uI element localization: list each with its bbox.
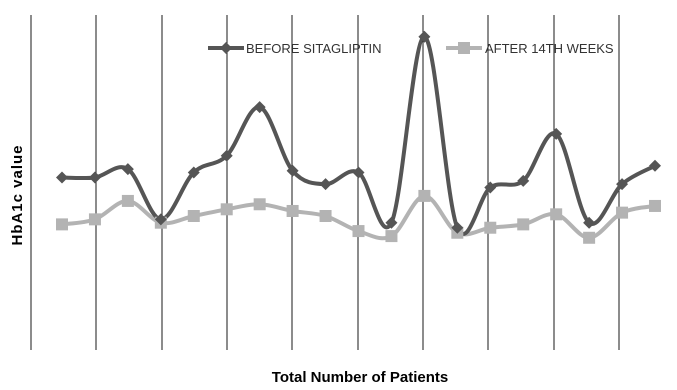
point-s1-3	[121, 163, 134, 176]
point-s1-4	[154, 213, 167, 226]
grid-lines	[30, 15, 620, 350]
point-s1-2	[88, 171, 101, 184]
point-s1-1	[56, 171, 68, 184]
point-s1-15	[517, 174, 530, 187]
point-s1-18	[616, 178, 629, 191]
point-s1-16	[550, 127, 563, 140]
point-s1-8	[286, 164, 299, 177]
point-s1-9	[319, 178, 332, 191]
point-s2-9	[319, 210, 332, 222]
point-s2-16	[550, 208, 563, 221]
point-s2-17	[583, 231, 596, 244]
point-s1-17	[583, 216, 596, 229]
point-s1-19	[649, 159, 661, 172]
point-s1-6	[220, 149, 233, 162]
point-s2-15	[517, 218, 530, 231]
legend-label-2: AFTER 14TH WEEKS	[485, 41, 614, 56]
point-s2-10	[352, 225, 365, 238]
point-s1-12	[418, 30, 431, 43]
legend-marker-1	[220, 42, 232, 54]
point-s2-6	[220, 203, 233, 216]
point-s2-1	[56, 218, 68, 231]
point-s2-2	[88, 213, 101, 226]
point-s2-8	[286, 204, 299, 217]
legend: BEFORE SITAGLIPTIN AFTER 14TH WEEKS	[208, 41, 614, 56]
point-s1-11	[385, 216, 398, 229]
point-s2-19	[649, 199, 661, 212]
point-s2-18	[616, 206, 629, 219]
point-s1-5	[187, 166, 200, 179]
y-axis-label: HbA1c value	[9, 144, 26, 245]
point-s2-3	[121, 194, 134, 207]
point-s1-13	[451, 221, 464, 234]
point-s2-11	[385, 230, 398, 243]
x-axis-label: Total Number of Patients	[272, 369, 448, 386]
point-s1-10	[352, 166, 365, 179]
legend-label-1: BEFORE SITAGLIPTIN	[246, 41, 382, 56]
point-s1-7	[253, 101, 266, 114]
point-s2-12	[418, 189, 431, 202]
point-s2-7	[253, 198, 266, 211]
legend-marker-2	[458, 42, 470, 54]
point-s1-14	[484, 181, 497, 194]
point-s2-14	[484, 221, 497, 234]
series-markers	[56, 30, 661, 244]
point-s2-5	[187, 210, 200, 222]
